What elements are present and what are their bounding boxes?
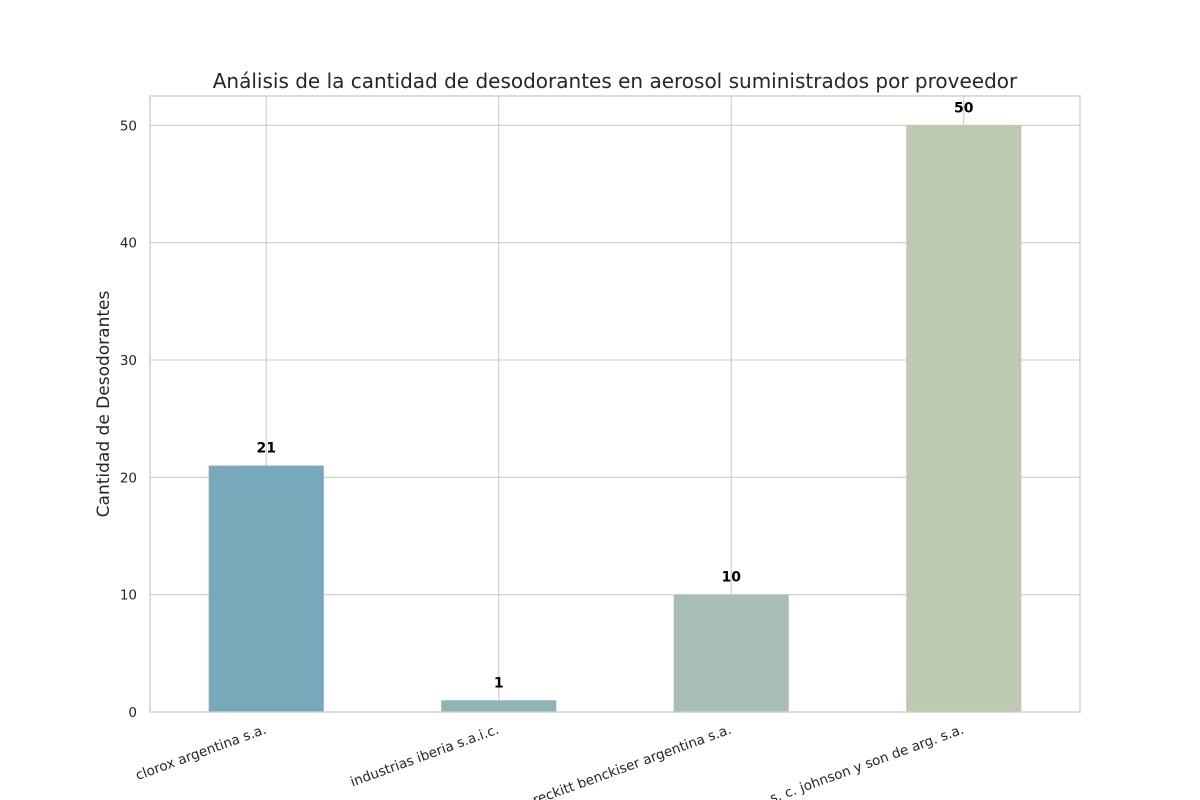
plot-frame bbox=[149, 95, 1081, 713]
y-tick-label: 0 bbox=[128, 705, 137, 721]
data-labels: 21 1 10 50 bbox=[257, 100, 974, 691]
chart-title: Análisis de la cantidad de desodorantes … bbox=[213, 69, 1018, 93]
x-tick-label: clorox argentina s.a. bbox=[134, 722, 269, 784]
x-tick-labels: clorox argentina s.a. industrias iberia s… bbox=[134, 722, 967, 800]
bars bbox=[208, 125, 1022, 713]
y-tick-label: 20 bbox=[120, 470, 137, 486]
x-tick-label: reckitt benckiser argentina s.a. bbox=[531, 722, 734, 800]
bar bbox=[906, 125, 1022, 713]
bar bbox=[208, 465, 324, 712]
bar-value-label: 21 bbox=[257, 441, 276, 457]
bar-value-label: 50 bbox=[954, 100, 974, 116]
y-tick-label: 50 bbox=[120, 118, 137, 134]
y-axis-label: Cantidad de Desodorantes bbox=[94, 291, 114, 518]
bar bbox=[441, 700, 557, 712]
bar-value-label: 1 bbox=[494, 675, 504, 691]
x-tick-label: s. c. johnson y son de arg. s.a. bbox=[768, 722, 966, 800]
y-tick-label: 40 bbox=[120, 236, 137, 252]
y-tick-label: 30 bbox=[120, 353, 137, 369]
y-tick-labels: 0 10 20 30 40 50 bbox=[120, 118, 137, 721]
bar-value-label: 10 bbox=[722, 570, 742, 586]
x-tick-label: industrias iberia s.a.i.c. bbox=[348, 722, 501, 791]
bar bbox=[673, 594, 789, 712]
y-tick-label: 10 bbox=[120, 588, 137, 604]
